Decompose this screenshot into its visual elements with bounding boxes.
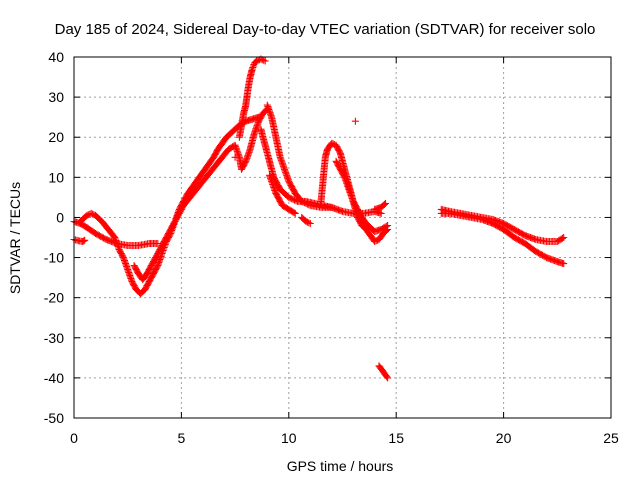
data-point <box>111 235 119 243</box>
data-point <box>285 193 293 201</box>
data-point <box>243 154 251 162</box>
data-point <box>154 240 162 247</box>
data-point <box>305 219 313 227</box>
data-point <box>260 56 268 64</box>
data-point <box>267 110 274 118</box>
data-point <box>253 122 261 130</box>
data-point <box>559 234 566 242</box>
y-tick-label: 0 <box>56 209 64 225</box>
data-point <box>289 195 297 203</box>
data-points <box>70 55 568 382</box>
data-point <box>261 57 269 65</box>
data-point <box>231 153 239 161</box>
data-point <box>126 272 134 280</box>
data-point <box>233 147 241 155</box>
data-point <box>268 177 276 185</box>
grid-lines <box>74 57 611 418</box>
data-point <box>342 176 350 184</box>
data-point <box>284 174 292 182</box>
data-point <box>119 252 127 260</box>
x-tick-label: 20 <box>496 430 512 446</box>
data-point <box>303 218 311 226</box>
y-tick-label: -30 <box>44 330 64 346</box>
data-point <box>81 236 89 244</box>
data-point <box>282 170 290 178</box>
data-point <box>341 173 349 181</box>
data-point <box>346 188 354 196</box>
data-point <box>384 222 392 229</box>
data-point <box>348 193 356 201</box>
data-point <box>263 101 271 109</box>
data-point <box>245 150 252 158</box>
data-point <box>250 129 258 137</box>
data-point <box>249 64 257 71</box>
y-tick-label: 20 <box>48 129 64 145</box>
data-point <box>560 260 568 268</box>
x-tick-label: 25 <box>603 430 619 446</box>
y-tick-labels: -50 -40 -30 -20 -10 0 10 20 30 40 <box>44 49 64 426</box>
data-point <box>127 275 135 283</box>
data-point <box>382 222 390 230</box>
plot-frame <box>73 56 612 419</box>
data-point <box>89 210 97 218</box>
data-point <box>371 238 379 245</box>
data-point <box>242 157 250 165</box>
data-point <box>156 256 164 264</box>
data-point <box>329 140 337 148</box>
data-point <box>269 182 277 190</box>
y-tick-label: -10 <box>44 250 64 266</box>
data-point <box>382 199 389 207</box>
axis-ticks <box>73 56 612 419</box>
data-point <box>279 162 287 170</box>
chart-title: Day 185 of 2024, Sidereal Day-to-day VTE… <box>55 21 596 38</box>
data-point <box>120 255 128 263</box>
data-point <box>383 373 391 381</box>
data-point <box>291 196 298 204</box>
data-point <box>291 209 299 217</box>
data-point <box>114 243 122 250</box>
data-point <box>281 167 289 175</box>
data-point <box>377 209 385 217</box>
x-tick-label: 10 <box>281 430 297 446</box>
data-point <box>265 106 273 114</box>
data-point <box>234 150 242 158</box>
data-point <box>345 185 353 193</box>
y-tick-label: 40 <box>48 49 64 65</box>
data-point <box>286 194 294 202</box>
x-axis-label: GPS time / hours <box>287 458 394 474</box>
y-tick-label: -50 <box>44 410 64 426</box>
data-point <box>121 258 129 266</box>
data-point <box>232 143 240 151</box>
data-point <box>271 186 279 194</box>
x-tick-label: 0 <box>70 430 78 446</box>
x-tick-label: 5 <box>178 430 186 446</box>
data-point <box>306 220 314 227</box>
data-point <box>112 238 120 246</box>
data-point <box>278 158 286 166</box>
data-point <box>83 211 91 219</box>
data-point <box>155 259 163 267</box>
data-point <box>80 237 88 245</box>
y-tick-label: -20 <box>44 290 64 306</box>
data-point <box>560 234 568 241</box>
data-point <box>380 200 388 208</box>
x-tick-labels: 0 5 10 15 20 25 <box>70 430 619 446</box>
data-point <box>351 117 359 125</box>
data-point <box>123 263 131 271</box>
data-point <box>343 181 351 189</box>
y-tick-label: 30 <box>48 89 64 105</box>
x-tick-label: 15 <box>388 430 404 446</box>
data-point <box>277 155 285 163</box>
y-axis-label: SDTVAR / TECUs <box>7 182 23 294</box>
y-tick-label: 10 <box>48 169 64 185</box>
y-tick-label: -40 <box>44 370 64 386</box>
data-point <box>267 174 274 182</box>
data-point <box>384 374 392 382</box>
data-point <box>290 209 298 217</box>
data-point <box>124 267 132 275</box>
